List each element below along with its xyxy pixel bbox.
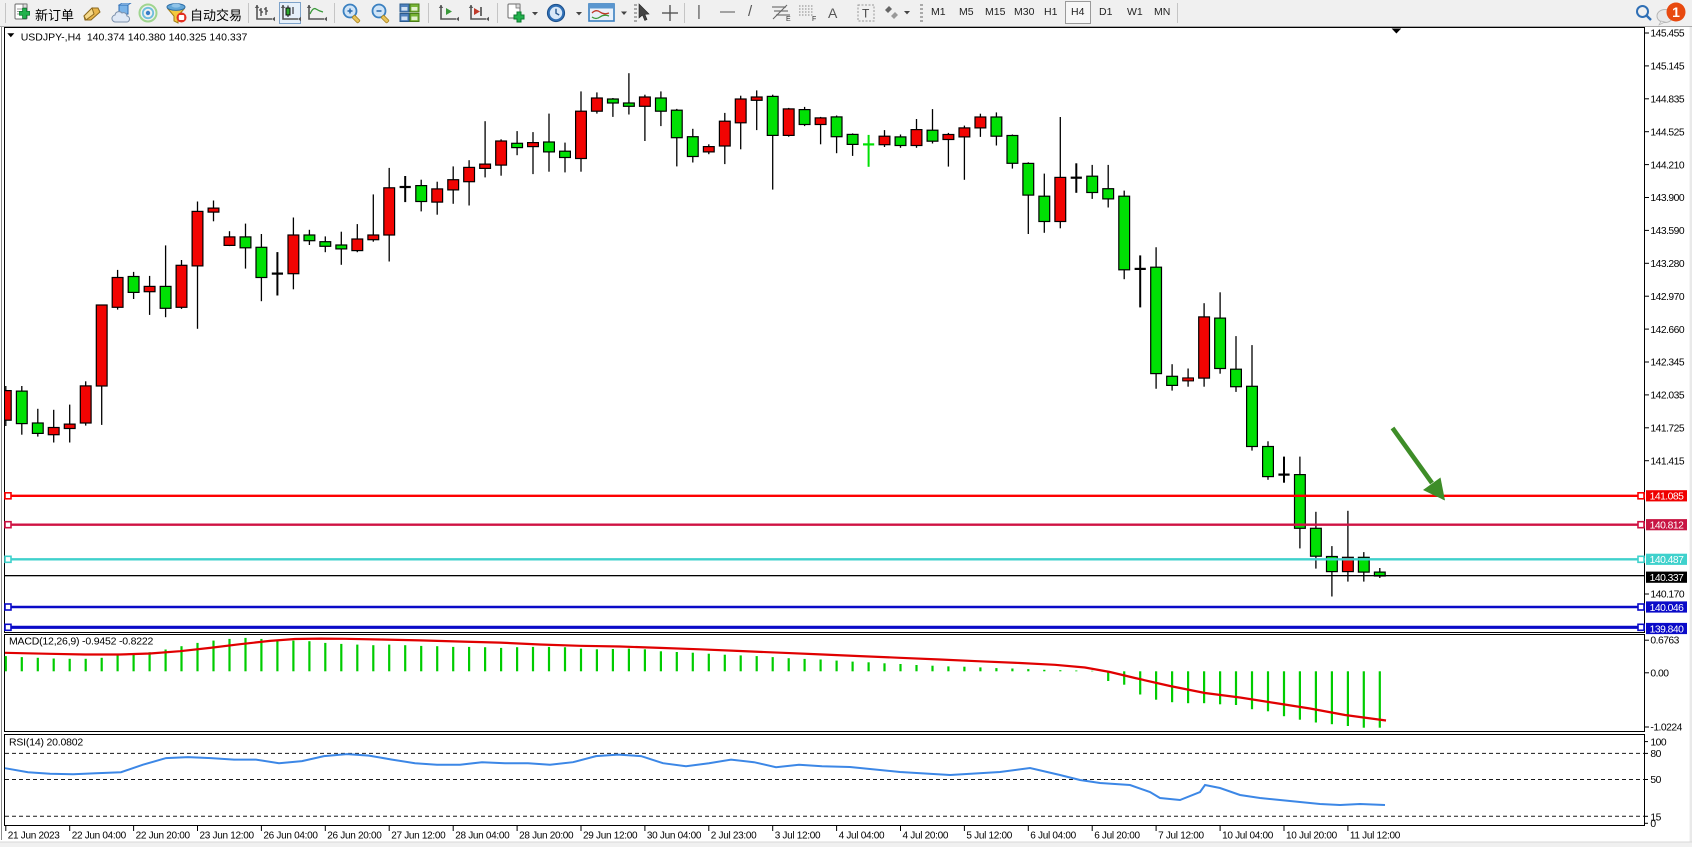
svg-text:21 Jun 2023: 21 Jun 2023 xyxy=(8,831,60,842)
svg-text:F: F xyxy=(812,16,816,22)
svg-text:10 Jul 20:00: 10 Jul 20:00 xyxy=(1286,831,1338,842)
svg-text:139.840: 139.840 xyxy=(1650,624,1684,635)
svg-text:140.170: 140.170 xyxy=(1650,590,1684,601)
svg-text:E: E xyxy=(786,16,791,22)
svg-text:140.487: 140.487 xyxy=(1650,555,1684,566)
svg-text:6 Jul 20:00: 6 Jul 20:00 xyxy=(1094,831,1140,842)
svg-text:4 Jul 04:00: 4 Jul 04:00 xyxy=(839,831,885,842)
svg-text:142.660: 142.660 xyxy=(1650,325,1684,336)
svg-text:7 Jul 12:00: 7 Jul 12:00 xyxy=(1158,831,1204,842)
svg-text:140.337: 140.337 xyxy=(1650,573,1684,584)
svg-text:140.812: 140.812 xyxy=(1650,521,1684,532)
svg-text:26 Jun 04:00: 26 Jun 04:00 xyxy=(263,831,318,842)
svg-text:140.046: 140.046 xyxy=(1650,603,1684,614)
svg-text:4 Jul 20:00: 4 Jul 20:00 xyxy=(903,831,949,842)
svg-text:141.415: 141.415 xyxy=(1650,456,1684,467)
svg-text:142.035: 142.035 xyxy=(1650,391,1684,402)
svg-text:142.970: 142.970 xyxy=(1650,292,1684,303)
svg-text:28 Jun 04:00: 28 Jun 04:00 xyxy=(455,831,510,842)
svg-text:22 Jun 20:00: 22 Jun 20:00 xyxy=(136,831,191,842)
svg-text:0: 0 xyxy=(1650,819,1656,830)
svg-text:3 Jul 12:00: 3 Jul 12:00 xyxy=(775,831,821,842)
svg-text:143.590: 143.590 xyxy=(1650,226,1684,237)
svg-text:144.525: 144.525 xyxy=(1650,127,1684,138)
svg-text:27 Jun 12:00: 27 Jun 12:00 xyxy=(391,831,446,842)
svg-text:100: 100 xyxy=(1650,737,1666,748)
svg-text:145.145: 145.145 xyxy=(1650,62,1684,73)
svg-text:2 Jul 23:00: 2 Jul 23:00 xyxy=(711,831,757,842)
svg-text:143.900: 143.900 xyxy=(1650,193,1684,204)
svg-text:0.00: 0.00 xyxy=(1650,669,1669,680)
svg-text:0.6763: 0.6763 xyxy=(1650,636,1679,647)
svg-text:23 Jun 12:00: 23 Jun 12:00 xyxy=(200,831,255,842)
svg-text:26 Jun 20:00: 26 Jun 20:00 xyxy=(327,831,382,842)
svg-text:1: 1 xyxy=(1672,4,1680,20)
svg-text:MACD(12,26,9) -0.9452 -0.8222: MACD(12,26,9) -0.9452 -0.8222 xyxy=(9,636,154,648)
svg-text:80: 80 xyxy=(1650,749,1661,760)
svg-text:28 Jun 20:00: 28 Jun 20:00 xyxy=(519,831,574,842)
svg-text:142.345: 142.345 xyxy=(1650,358,1684,369)
svg-text:141.725: 141.725 xyxy=(1650,424,1684,435)
svg-text:RSI(14) 20.0802: RSI(14) 20.0802 xyxy=(9,737,83,749)
svg-text:6 Jul 04:00: 6 Jul 04:00 xyxy=(1030,831,1076,842)
svg-text:30 Jun 04:00: 30 Jun 04:00 xyxy=(647,831,702,842)
svg-text:-1.0224: -1.0224 xyxy=(1650,723,1682,734)
svg-text:5 Jul 12:00: 5 Jul 12:00 xyxy=(966,831,1012,842)
svg-text:22 Jun 04:00: 22 Jun 04:00 xyxy=(72,831,127,842)
svg-text:15: 15 xyxy=(1650,812,1661,823)
svg-text:10 Jul 04:00: 10 Jul 04:00 xyxy=(1222,831,1274,842)
svg-text:11 Jul 12:00: 11 Jul 12:00 xyxy=(1350,831,1401,842)
svg-text:144.835: 144.835 xyxy=(1650,95,1684,106)
svg-text:144.210: 144.210 xyxy=(1650,160,1684,171)
svg-text:141.085: 141.085 xyxy=(1650,492,1684,503)
svg-text:USDJPY-,H4 140.374 140.380 14: USDJPY-,H4 140.374 140.380 140.325 140.3… xyxy=(21,32,248,44)
svg-text:T: T xyxy=(862,7,870,21)
svg-text:29 Jun 12:00: 29 Jun 12:00 xyxy=(583,831,638,842)
svg-text:143.280: 143.280 xyxy=(1650,259,1684,270)
svg-text:50: 50 xyxy=(1650,775,1661,786)
svg-text:145.455: 145.455 xyxy=(1650,29,1684,40)
